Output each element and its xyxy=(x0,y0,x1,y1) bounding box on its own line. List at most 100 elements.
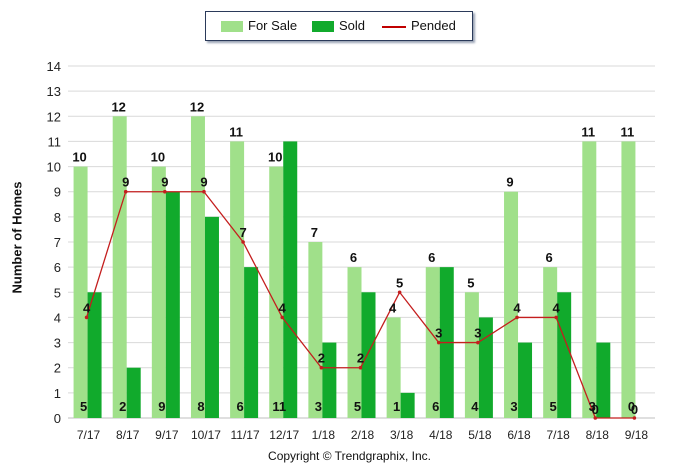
data-label-for-sale: 6 xyxy=(350,250,357,265)
data-label-pended: 2 xyxy=(318,351,325,366)
y-tick-label: 9 xyxy=(54,185,61,200)
data-label-for-sale: 10 xyxy=(72,150,86,165)
y-tick-label: 2 xyxy=(54,361,61,376)
y-tick-label: 11 xyxy=(48,134,62,149)
data-label-for-sale: 6 xyxy=(428,250,435,265)
bar-sold xyxy=(518,342,533,418)
bar-sold xyxy=(596,342,611,418)
data-label-sold: 9 xyxy=(158,399,165,414)
data-label-sold: 5 xyxy=(550,399,557,414)
legend-label-sold: Sold xyxy=(339,18,366,33)
legend-label-for-sale: For Sale xyxy=(248,18,298,33)
data-label-sold: 8 xyxy=(197,399,204,414)
bar-for-sale xyxy=(464,292,479,418)
pended-point xyxy=(319,365,324,370)
y-tick-label: 7 xyxy=(54,235,61,250)
bar-for-sale xyxy=(308,242,323,418)
x-tick-label: 7/17 xyxy=(77,428,101,442)
legend-swatch-pended xyxy=(382,26,406,28)
data-label-pended: 9 xyxy=(200,175,207,190)
y-tick-label: 14 xyxy=(47,59,61,74)
data-label-sold: 5 xyxy=(354,399,361,414)
bar-sold xyxy=(204,216,219,418)
data-label-for-sale: 11 xyxy=(229,124,243,139)
pended-point xyxy=(280,315,285,320)
data-label-pended: 3 xyxy=(435,326,442,341)
bar-sold xyxy=(165,191,180,418)
bar-for-sale xyxy=(543,267,558,418)
legend-label-pended: Pended xyxy=(411,18,456,33)
bar-sold xyxy=(322,342,337,418)
data-label-for-sale: 7 xyxy=(311,225,318,240)
x-tick-label: 7/18 xyxy=(546,428,570,442)
data-label-pended: 5 xyxy=(396,275,403,290)
data-label-sold: 5 xyxy=(80,399,87,414)
data-label-for-sale: 4 xyxy=(389,300,397,315)
data-label-pended: 9 xyxy=(122,175,129,190)
bar-for-sale xyxy=(151,166,166,418)
bar-for-sale xyxy=(230,141,245,418)
bar-for-sale xyxy=(621,141,636,418)
y-tick-label: 3 xyxy=(54,336,61,351)
data-label-for-sale: 12 xyxy=(190,99,204,114)
y-tick-label: 10 xyxy=(47,160,61,175)
legend-swatch-sold xyxy=(312,21,334,32)
pended-point xyxy=(515,315,519,320)
x-tick-label: 9/18 xyxy=(625,428,649,442)
pended-point xyxy=(554,315,558,320)
pended-point xyxy=(163,189,167,194)
copyright: Copyright © Trendgraphix, Inc. xyxy=(268,449,431,463)
pended-point xyxy=(476,340,480,345)
y-tick-label: 5 xyxy=(54,285,61,300)
bar-sold xyxy=(244,267,259,418)
data-label-for-sale: 11 xyxy=(581,124,595,139)
bar-for-sale xyxy=(269,166,284,418)
pended-point xyxy=(397,290,402,295)
x-tick-label: 3/18 xyxy=(390,428,414,442)
bar-sold xyxy=(126,367,141,418)
bar-for-sale xyxy=(582,141,597,418)
legend-swatch-for-sale xyxy=(221,21,243,32)
x-tick-label: 5/18 xyxy=(468,428,492,442)
data-label-sold: 4 xyxy=(471,399,479,414)
data-label-pended: 7 xyxy=(239,225,246,240)
pended-point xyxy=(358,365,363,370)
y-tick-label: 8 xyxy=(54,210,61,225)
bar-sold xyxy=(400,392,415,418)
x-tick-label: 9/17 xyxy=(155,428,179,442)
bar-sold xyxy=(361,292,376,418)
bar-sold xyxy=(478,317,493,418)
y-tick-label: 6 xyxy=(54,260,61,275)
data-label-for-sale: 10 xyxy=(268,150,282,165)
bar-sold xyxy=(87,292,102,418)
data-label-pended: 3 xyxy=(474,326,481,341)
pended-point xyxy=(632,416,637,420)
bar-for-sale xyxy=(112,116,127,419)
pended-line xyxy=(84,189,637,420)
data-label-sold: 0 xyxy=(628,399,635,414)
y-tick-label: 13 xyxy=(47,84,61,99)
bar-for-sale xyxy=(347,267,362,418)
data-label-pended: 4 xyxy=(553,300,561,315)
bar-for-sale xyxy=(386,317,401,418)
x-tick-label: 1/18 xyxy=(312,428,336,442)
data-label-pended: 0 xyxy=(631,402,638,417)
bar-for-sale xyxy=(190,116,205,419)
data-label-for-sale: 5 xyxy=(467,275,474,290)
data-label-sold: 6 xyxy=(432,399,439,414)
y-tick-label: 1 xyxy=(54,386,61,401)
data-label-sold: 6 xyxy=(236,399,243,414)
x-tick-label: 8/18 xyxy=(586,428,610,442)
x-tick-label: 10/17 xyxy=(191,428,221,442)
x-tick-label: 11/17 xyxy=(231,428,260,442)
pended-point xyxy=(202,189,206,194)
data-labels: 10 5 12 2 10 9 12 8 11 6 10 11 7 3 6 5 4 1 6 6 5 4 9 3 6 5 11 3 11 0 4… xyxy=(72,99,638,417)
data-label-sold: 3 xyxy=(315,399,322,414)
data-label-for-sale: 12 xyxy=(111,99,125,114)
data-label-pended: 2 xyxy=(357,351,364,366)
data-label-sold: 2 xyxy=(119,399,126,414)
y-axis-label: Number of Homes xyxy=(9,181,25,294)
data-label-sold: 3 xyxy=(510,399,517,414)
